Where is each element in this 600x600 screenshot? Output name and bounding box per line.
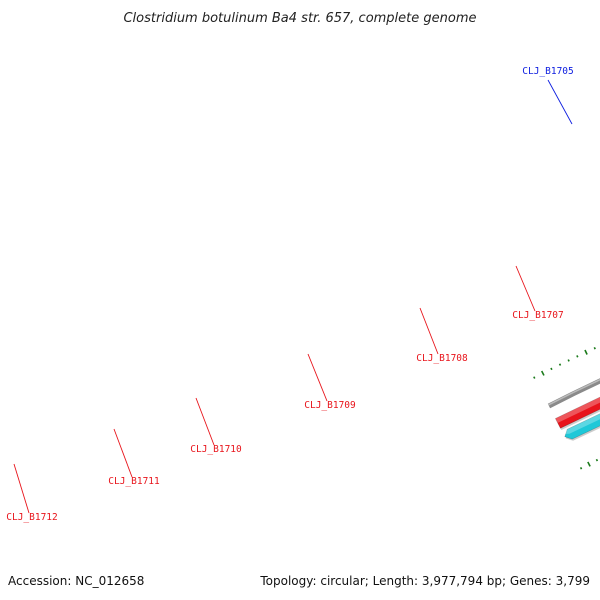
outer-tick-mark bbox=[550, 367, 553, 371]
outer-tick-mark bbox=[584, 349, 588, 355]
inner-tick-mark bbox=[595, 458, 599, 462]
gene-label-clj-b1705: CLJ_B1705 bbox=[522, 66, 573, 77]
gene-feature-cyan bbox=[564, 413, 600, 440]
outer-tick-mark bbox=[558, 363, 562, 366]
accession-text: Accession: NC_012658 bbox=[8, 574, 145, 588]
outer-tick-mark bbox=[533, 376, 536, 379]
gene-feature-highlight bbox=[555, 397, 600, 423]
leader-line bbox=[113, 428, 133, 478]
gene-label-clj-b1709: CLJ_B1709 bbox=[304, 400, 356, 411]
genome-backbone bbox=[547, 378, 600, 409]
outer-tick-track: 1748 kbp1747 kbp1746 kbp1745 kbp1744 kbp… bbox=[533, 347, 596, 379]
gene-features bbox=[554, 396, 600, 441]
outer-tick-mark bbox=[540, 370, 545, 376]
gene-labels: CLJ_B1705 CLJ_B1707 CLJ_B1708 CLJ_B1709 CLJ_… bbox=[6, 66, 573, 523]
inner-tick-track bbox=[579, 458, 599, 470]
inner-tick-mark bbox=[579, 466, 583, 470]
gene-feature-highlight bbox=[563, 413, 600, 434]
genome-backbone-highlight bbox=[548, 378, 600, 406]
outer-tick-mark bbox=[567, 359, 570, 362]
leader-line bbox=[195, 397, 215, 446]
gene-label-clj-b1712: CLJ_B1712 bbox=[6, 512, 57, 523]
gene-feature-red bbox=[554, 396, 600, 429]
gene-label-clj-b1711: CLJ_B1711 bbox=[108, 476, 160, 487]
gene-label-clj-b1708: CLJ_B1708 bbox=[416, 353, 468, 364]
leader-line bbox=[547, 79, 573, 125]
leader-line bbox=[307, 353, 328, 402]
map-title: Clostridium botulinum Ba4 str. 657, comp… bbox=[123, 11, 476, 26]
inner-tick-mark bbox=[587, 461, 591, 467]
leader-line bbox=[419, 307, 439, 355]
leader-line bbox=[13, 463, 30, 514]
gene-label-clj-b1710: CLJ_B1710 bbox=[190, 444, 242, 455]
genome-summary-text: Topology: circular; Length: 3,977,794 bp… bbox=[260, 574, 590, 588]
outer-tick-mark bbox=[593, 347, 596, 350]
gene-label-clj-b1707: CLJ_B1707 bbox=[512, 310, 563, 321]
outer-tick-mark bbox=[576, 355, 579, 358]
leader-line bbox=[515, 265, 536, 312]
